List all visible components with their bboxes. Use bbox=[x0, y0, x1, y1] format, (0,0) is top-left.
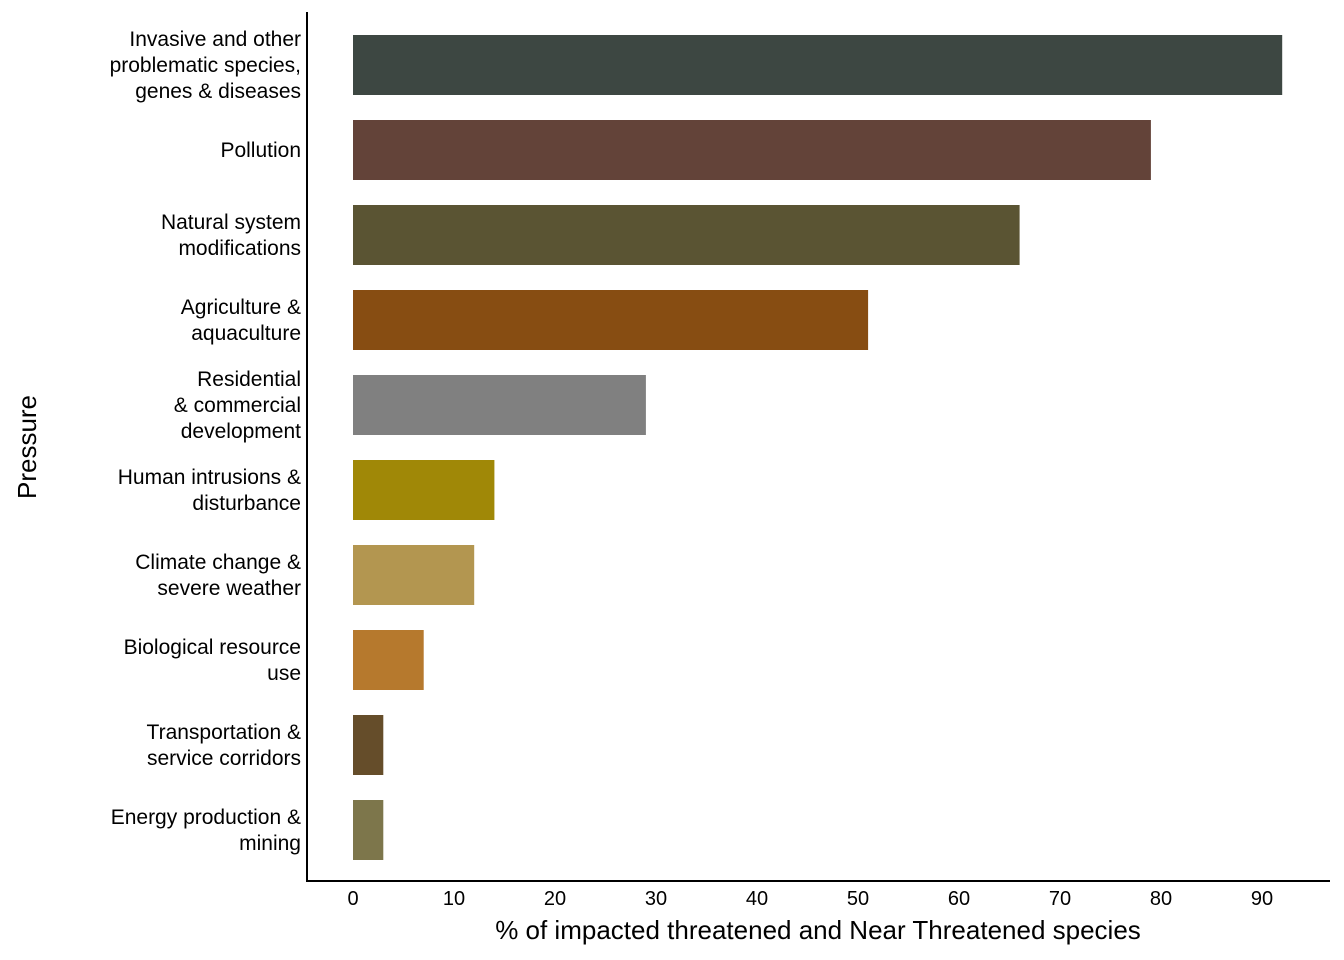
bar bbox=[353, 800, 384, 860]
category-label: Pollution bbox=[220, 139, 301, 162]
category-label-line: modifications bbox=[178, 237, 301, 260]
category-label: Climate change & severe weather bbox=[135, 551, 301, 600]
category-label: Natural system modifications bbox=[161, 211, 301, 260]
bar bbox=[353, 460, 495, 520]
x-tick-label: 90 bbox=[1251, 888, 1273, 910]
category-label-line: severe weather bbox=[157, 577, 301, 600]
x-tick-label: 60 bbox=[948, 888, 970, 910]
category-label-line: mining bbox=[239, 832, 301, 855]
bar bbox=[353, 630, 424, 690]
category-label-line: Natural system bbox=[161, 211, 301, 234]
category-labels: Invasive and other problematic species, ge… bbox=[110, 28, 302, 855]
category-label-line: Agriculture & bbox=[181, 296, 301, 319]
bar bbox=[353, 375, 646, 435]
category-label-line: Residential bbox=[197, 368, 301, 391]
x-tick-label: 0 bbox=[347, 888, 358, 910]
category-label-line: service corridors bbox=[147, 747, 301, 770]
category-label-line: Invasive and other bbox=[129, 28, 301, 51]
bar bbox=[353, 290, 869, 350]
category-label: Residential & commercial development bbox=[174, 368, 301, 443]
bar bbox=[353, 545, 475, 605]
category-label-line: genes & diseases bbox=[135, 80, 301, 103]
category-label-line: Transportation & bbox=[147, 721, 301, 744]
category-label-line: Climate change & bbox=[135, 551, 301, 574]
category-label-line: Pollution bbox=[220, 139, 301, 162]
bar bbox=[353, 35, 1283, 95]
category-label-line: development bbox=[181, 420, 301, 443]
x-tick-label: 70 bbox=[1049, 888, 1071, 910]
y-axis-title: Pressure bbox=[12, 395, 42, 499]
bar bbox=[353, 715, 384, 775]
category-label: Energy production & mining bbox=[111, 806, 301, 855]
x-axis-title: % of impacted threatened and Near Threat… bbox=[495, 915, 1141, 945]
category-label-line: use bbox=[267, 662, 301, 685]
category-label-line: aquaculture bbox=[191, 322, 301, 345]
category-label-line: Human intrusions & bbox=[118, 466, 301, 489]
category-label-line: disturbance bbox=[192, 492, 301, 515]
category-label: Human intrusions & disturbance bbox=[118, 466, 301, 515]
bar bbox=[353, 205, 1020, 265]
x-tick-label: 30 bbox=[645, 888, 667, 910]
x-tick-label: 50 bbox=[847, 888, 869, 910]
category-label-line: Energy production & bbox=[111, 806, 301, 829]
category-label-line: problematic species, bbox=[110, 54, 301, 77]
category-label-line: Biological resource bbox=[124, 636, 301, 659]
bar bbox=[353, 120, 1151, 180]
category-label: Invasive and other problematic species, ge… bbox=[110, 28, 301, 103]
x-tick-label: 80 bbox=[1150, 888, 1172, 910]
category-label-line: & commercial bbox=[174, 394, 301, 417]
x-tick-label: 20 bbox=[544, 888, 566, 910]
category-label: Biological resource use bbox=[124, 636, 301, 685]
x-tick-label: 40 bbox=[746, 888, 768, 910]
bars-group bbox=[353, 35, 1283, 860]
category-label: Transportation & service corridors bbox=[147, 721, 301, 770]
x-tick-label: 10 bbox=[443, 888, 465, 910]
category-label: Agriculture & aquaculture bbox=[181, 296, 301, 345]
x-tick-labels: 0 10 20 30 40 50 60 70 80 90 bbox=[347, 888, 1273, 910]
